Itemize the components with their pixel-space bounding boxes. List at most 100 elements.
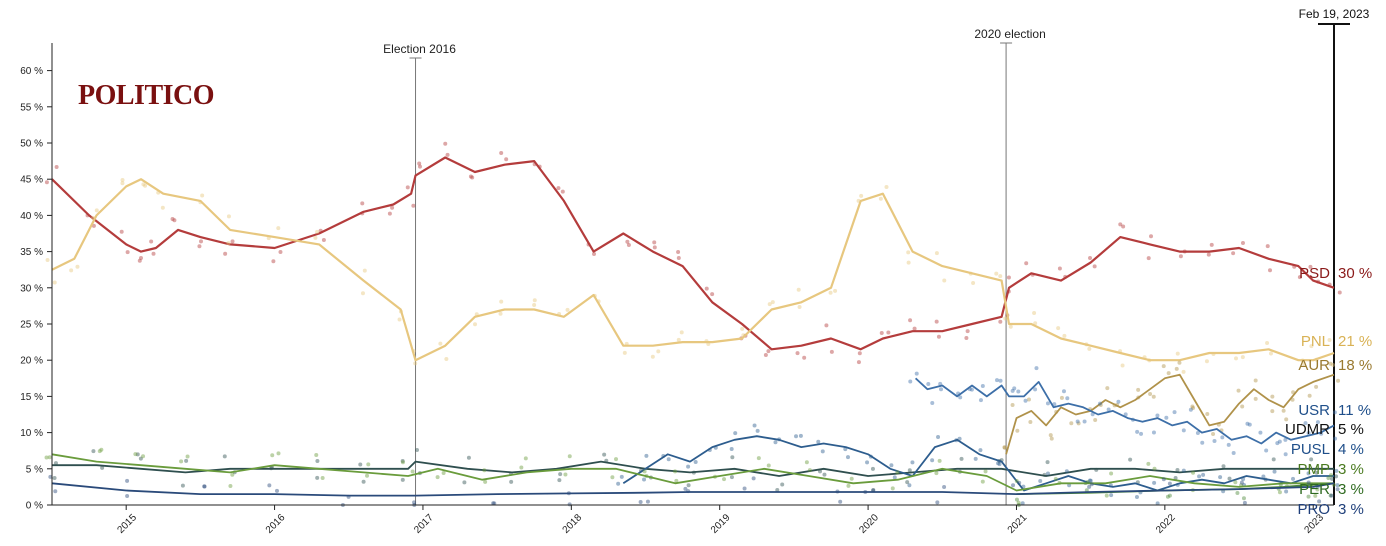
poll-dot	[644, 453, 649, 458]
poll-dot	[1275, 441, 1280, 446]
poll-dot	[1092, 264, 1097, 269]
poll-dot	[1334, 468, 1339, 473]
poll-dot	[626, 242, 631, 247]
poll-dot	[1326, 475, 1331, 480]
poll-dot	[1082, 419, 1087, 424]
poll-dot	[998, 274, 1003, 279]
poll-dot	[926, 381, 931, 386]
poll-dot	[652, 240, 657, 245]
poll-dot	[1118, 222, 1123, 227]
poll-dot	[1258, 430, 1263, 435]
y-tick-label: 30 %	[20, 283, 43, 294]
series-line-pnl	[51, 178, 1335, 362]
poll-dot	[135, 452, 140, 457]
poll-dot	[491, 501, 496, 506]
poll-dot	[1234, 356, 1239, 361]
poll-dot	[160, 205, 165, 210]
poll-dot	[202, 484, 207, 489]
poll-dot	[1328, 493, 1333, 498]
poll-dot	[315, 459, 320, 464]
poll-dot	[230, 472, 235, 477]
x-tick-label: 2019	[709, 512, 733, 536]
poll-dot	[137, 258, 142, 263]
poll-dot	[1218, 475, 1223, 480]
poll-dot	[462, 480, 467, 485]
poll-dot	[94, 208, 99, 213]
poll-dot	[509, 479, 514, 484]
poll-dot	[499, 150, 504, 155]
poll-dot	[1181, 428, 1186, 433]
poll-dot	[69, 268, 74, 273]
poll-dot	[619, 474, 624, 479]
poll-dot	[125, 493, 130, 498]
poll-dot	[390, 205, 395, 210]
poll-dot	[751, 476, 756, 481]
poll-dot	[780, 482, 785, 487]
y-tick-label: 35 %	[20, 247, 43, 258]
poll-dot	[1062, 333, 1067, 338]
poll-dot	[1075, 419, 1080, 424]
poll-dot	[686, 483, 691, 488]
poll-dot	[228, 484, 233, 489]
poll-dot	[400, 458, 405, 463]
poll-dot	[1088, 256, 1093, 261]
poll-dot	[969, 387, 974, 392]
poll-dot	[1240, 355, 1245, 360]
poll-dot	[1211, 431, 1216, 436]
poll-dot	[822, 472, 827, 477]
poll-dot	[1236, 388, 1241, 393]
poll-dot	[729, 475, 734, 480]
poll-dot	[1191, 406, 1196, 411]
poll-dot	[361, 479, 366, 484]
poll-dot	[1016, 389, 1021, 394]
poll-dot	[773, 440, 778, 445]
poll-dot	[1231, 251, 1236, 256]
poll-dot	[1239, 480, 1244, 485]
poll-dot	[802, 355, 807, 360]
poll-dot	[1024, 261, 1029, 266]
poll-dot	[443, 141, 448, 146]
poll-dot	[794, 434, 799, 439]
poll-dot	[1314, 470, 1319, 475]
poll-dot	[1010, 402, 1015, 407]
poll-dot	[120, 181, 125, 186]
poll-dot	[797, 304, 802, 309]
y-tick-label: 5 %	[26, 464, 43, 475]
poll-dot	[532, 298, 537, 303]
x-tick-label: 2016	[264, 512, 288, 536]
poll-dot	[1270, 409, 1275, 414]
poll-dot	[1136, 387, 1141, 392]
poll-dot	[119, 229, 124, 234]
poll-dot	[1076, 421, 1081, 426]
poll-dot	[1336, 378, 1341, 383]
poll-dot	[1206, 252, 1211, 257]
poll-dot	[610, 475, 615, 480]
poll-dot	[824, 323, 829, 328]
poll-dot	[756, 456, 761, 461]
poll-dot	[908, 318, 913, 323]
event-label: Election 2016	[383, 42, 456, 56]
poll-dot	[937, 458, 942, 463]
poll-dot	[942, 485, 947, 490]
poll-dot	[466, 455, 471, 460]
x-tick-label: 2018	[561, 512, 585, 536]
poll-dot	[400, 477, 405, 482]
poll-dot	[499, 299, 504, 304]
poll-dot	[435, 475, 440, 480]
poll-dot	[1109, 493, 1114, 498]
poll-dot	[314, 453, 319, 458]
poll-dot	[44, 455, 49, 460]
end-label-value-pmp: 3 %	[1338, 461, 1364, 478]
end-label-value-pusl: 4 %	[1338, 441, 1364, 458]
poll-dot	[592, 251, 597, 256]
poll-dot	[1146, 256, 1151, 261]
series-line-pusl	[622, 435, 1334, 492]
poll-dot	[1309, 344, 1314, 349]
poll-dot	[755, 428, 760, 433]
poll-dot	[197, 244, 202, 249]
poll-dot	[441, 471, 446, 476]
politico-logo: POLITICO	[78, 80, 214, 111]
poll-dot	[895, 470, 900, 475]
poll-dot	[400, 460, 405, 465]
poll-dot	[397, 317, 402, 322]
